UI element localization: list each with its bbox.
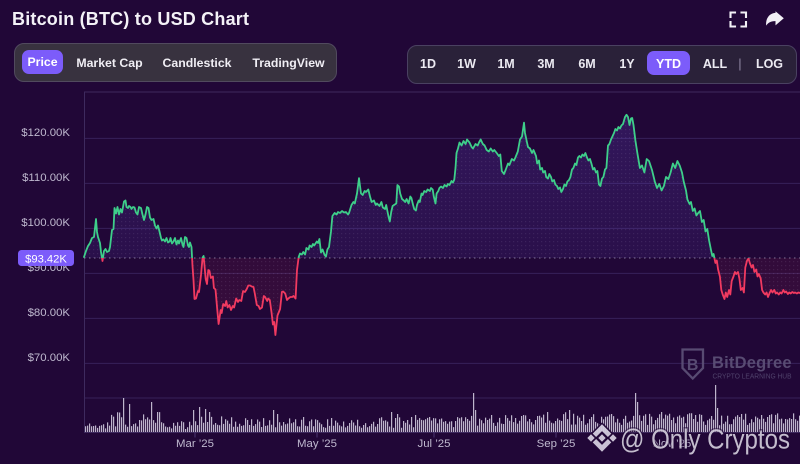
svg-text:@ Only Cryptos: @ Only Cryptos [620,424,790,455]
svg-text:$93.42K: $93.42K [25,253,67,265]
svg-text:Nov ’25: Nov ’25 [653,438,692,450]
svg-text:BitDegree: BitDegree [712,354,792,372]
svg-text:Mar ’25: Mar ’25 [176,438,214,450]
svg-text:CRYPTO LEARNING HUB: CRYPTO LEARNING HUB [713,372,792,381]
svg-text:$80.00K: $80.00K [28,307,71,319]
svg-text:$100.00K: $100.00K [21,217,70,229]
svg-text:May ’25: May ’25 [297,438,337,450]
svg-text:Sep ’25: Sep ’25 [537,438,576,450]
svg-text:B: B [687,357,699,374]
svg-text:$110.00K: $110.00K [22,172,70,184]
svg-text:Jul ’25: Jul ’25 [418,438,451,450]
svg-text:$70.00K: $70.00K [28,352,71,364]
svg-text:$120.00K: $120.00K [21,127,70,139]
